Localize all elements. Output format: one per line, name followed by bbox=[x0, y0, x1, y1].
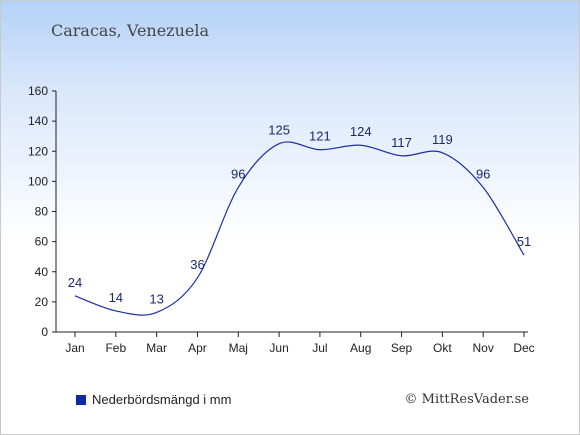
y-tick-label: 80 bbox=[35, 205, 49, 219]
data-label: 51 bbox=[517, 234, 531, 249]
y-tick-label: 0 bbox=[41, 325, 48, 339]
data-label: 117 bbox=[391, 135, 412, 150]
series-line bbox=[74, 141, 525, 316]
x-tick-label: Jul bbox=[312, 341, 327, 355]
data-label: 36 bbox=[190, 257, 204, 272]
x-tick-label: Dec bbox=[513, 341, 534, 355]
data-label: 13 bbox=[149, 291, 163, 306]
x-tick-label: Maj bbox=[229, 341, 248, 355]
x-tick-label: Apr bbox=[188, 341, 207, 355]
data-label: 124 bbox=[350, 124, 372, 139]
x-tick-label: Mar bbox=[146, 341, 167, 355]
data-label: 24 bbox=[68, 275, 82, 290]
tick-labels: 0 20 40 60 80 100 120 140 160 Jan Feb Mar Apr Maj Jun J… bbox=[28, 84, 535, 355]
credit-text: © MittResVader.se bbox=[404, 392, 529, 407]
y-tick-label: 120 bbox=[28, 144, 48, 158]
legend-label: Nederbördsmängd i mm bbox=[92, 392, 232, 407]
data-label: 96 bbox=[476, 166, 490, 181]
axes bbox=[52, 90, 528, 337]
x-tick-label: Jan bbox=[65, 341, 84, 355]
data-label: 119 bbox=[432, 132, 453, 147]
y-tick-label: 160 bbox=[28, 84, 48, 98]
x-tick-label: Feb bbox=[105, 341, 126, 355]
data-label: 96 bbox=[231, 166, 245, 181]
data-label: 125 bbox=[268, 123, 290, 138]
y-tick-label: 20 bbox=[35, 295, 49, 309]
y-tick-label: 60 bbox=[35, 235, 49, 249]
data-label: 14 bbox=[109, 290, 123, 305]
legend: Nederbördsmängd i mm bbox=[76, 392, 231, 407]
series-group bbox=[74, 141, 525, 316]
data-label: 121 bbox=[309, 129, 331, 144]
x-tick-label: Okt bbox=[433, 341, 452, 355]
y-tick-label: 40 bbox=[35, 265, 49, 279]
data-labels: 24 14 13 36 96 125 121 124 117 119 96 51 bbox=[68, 123, 531, 307]
page-title: Caracas, Venezuela bbox=[51, 21, 210, 40]
x-tick-label: Nov bbox=[473, 341, 494, 355]
legend-swatch bbox=[76, 394, 86, 405]
y-tick-label: 140 bbox=[28, 114, 48, 128]
y-tick-label: 100 bbox=[28, 174, 48, 188]
x-tick-label: Jun bbox=[269, 341, 288, 355]
x-tick-label: Sep bbox=[391, 341, 413, 355]
x-tick-label: Aug bbox=[350, 341, 371, 355]
